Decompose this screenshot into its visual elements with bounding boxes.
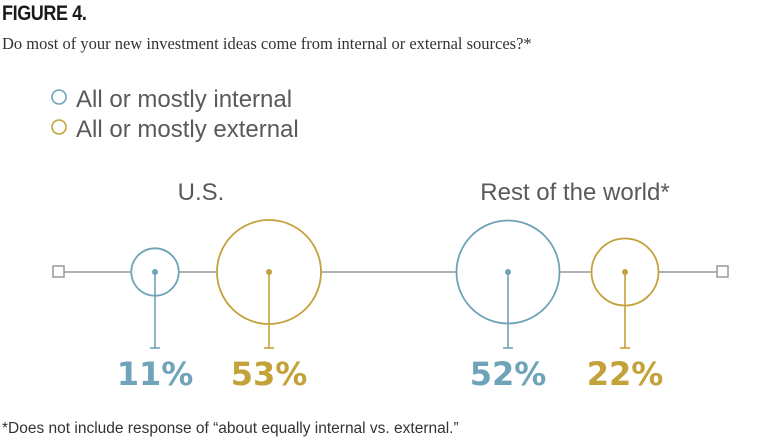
- legend-external-label: All or mostly external: [76, 116, 299, 143]
- bubbles: 11% 53% 52% 22%: [117, 219, 664, 393]
- legend-external-icon: [51, 119, 67, 135]
- group-label-rest-of-world: Rest of the world*: [480, 179, 669, 206]
- bubble-rest-of-world-external-value-label: 22%: [587, 355, 664, 393]
- axis-end-cap: [716, 265, 729, 278]
- legend-internal-icon: [51, 89, 67, 105]
- bubble-us-internal-value-label: 11%: [117, 355, 194, 393]
- chart-footnote: *Does not include response of “about equ…: [2, 420, 459, 437]
- legend: All or mostly internal All or mostly ext…: [51, 86, 299, 143]
- legend-internal-label: All or mostly internal: [76, 86, 292, 113]
- bubble-rest-of-world-external-center-dot: [622, 269, 628, 275]
- chart-question: Do most of your new investment ideas com…: [2, 34, 532, 53]
- axis-start-cap: [52, 265, 65, 278]
- figure-label: FIGURE 4.: [2, 2, 87, 25]
- bubble-us-external-center-dot: [266, 269, 272, 275]
- bubble-rest-of-world-internal-center-dot: [505, 269, 511, 275]
- bubble-rest-of-world-internal-value-label: 52%: [470, 355, 547, 393]
- bubble-us-internal-center-dot: [152, 269, 158, 275]
- bubble-us-external-value-label: 53%: [231, 355, 308, 393]
- group-label-us: U.S.: [178, 179, 225, 206]
